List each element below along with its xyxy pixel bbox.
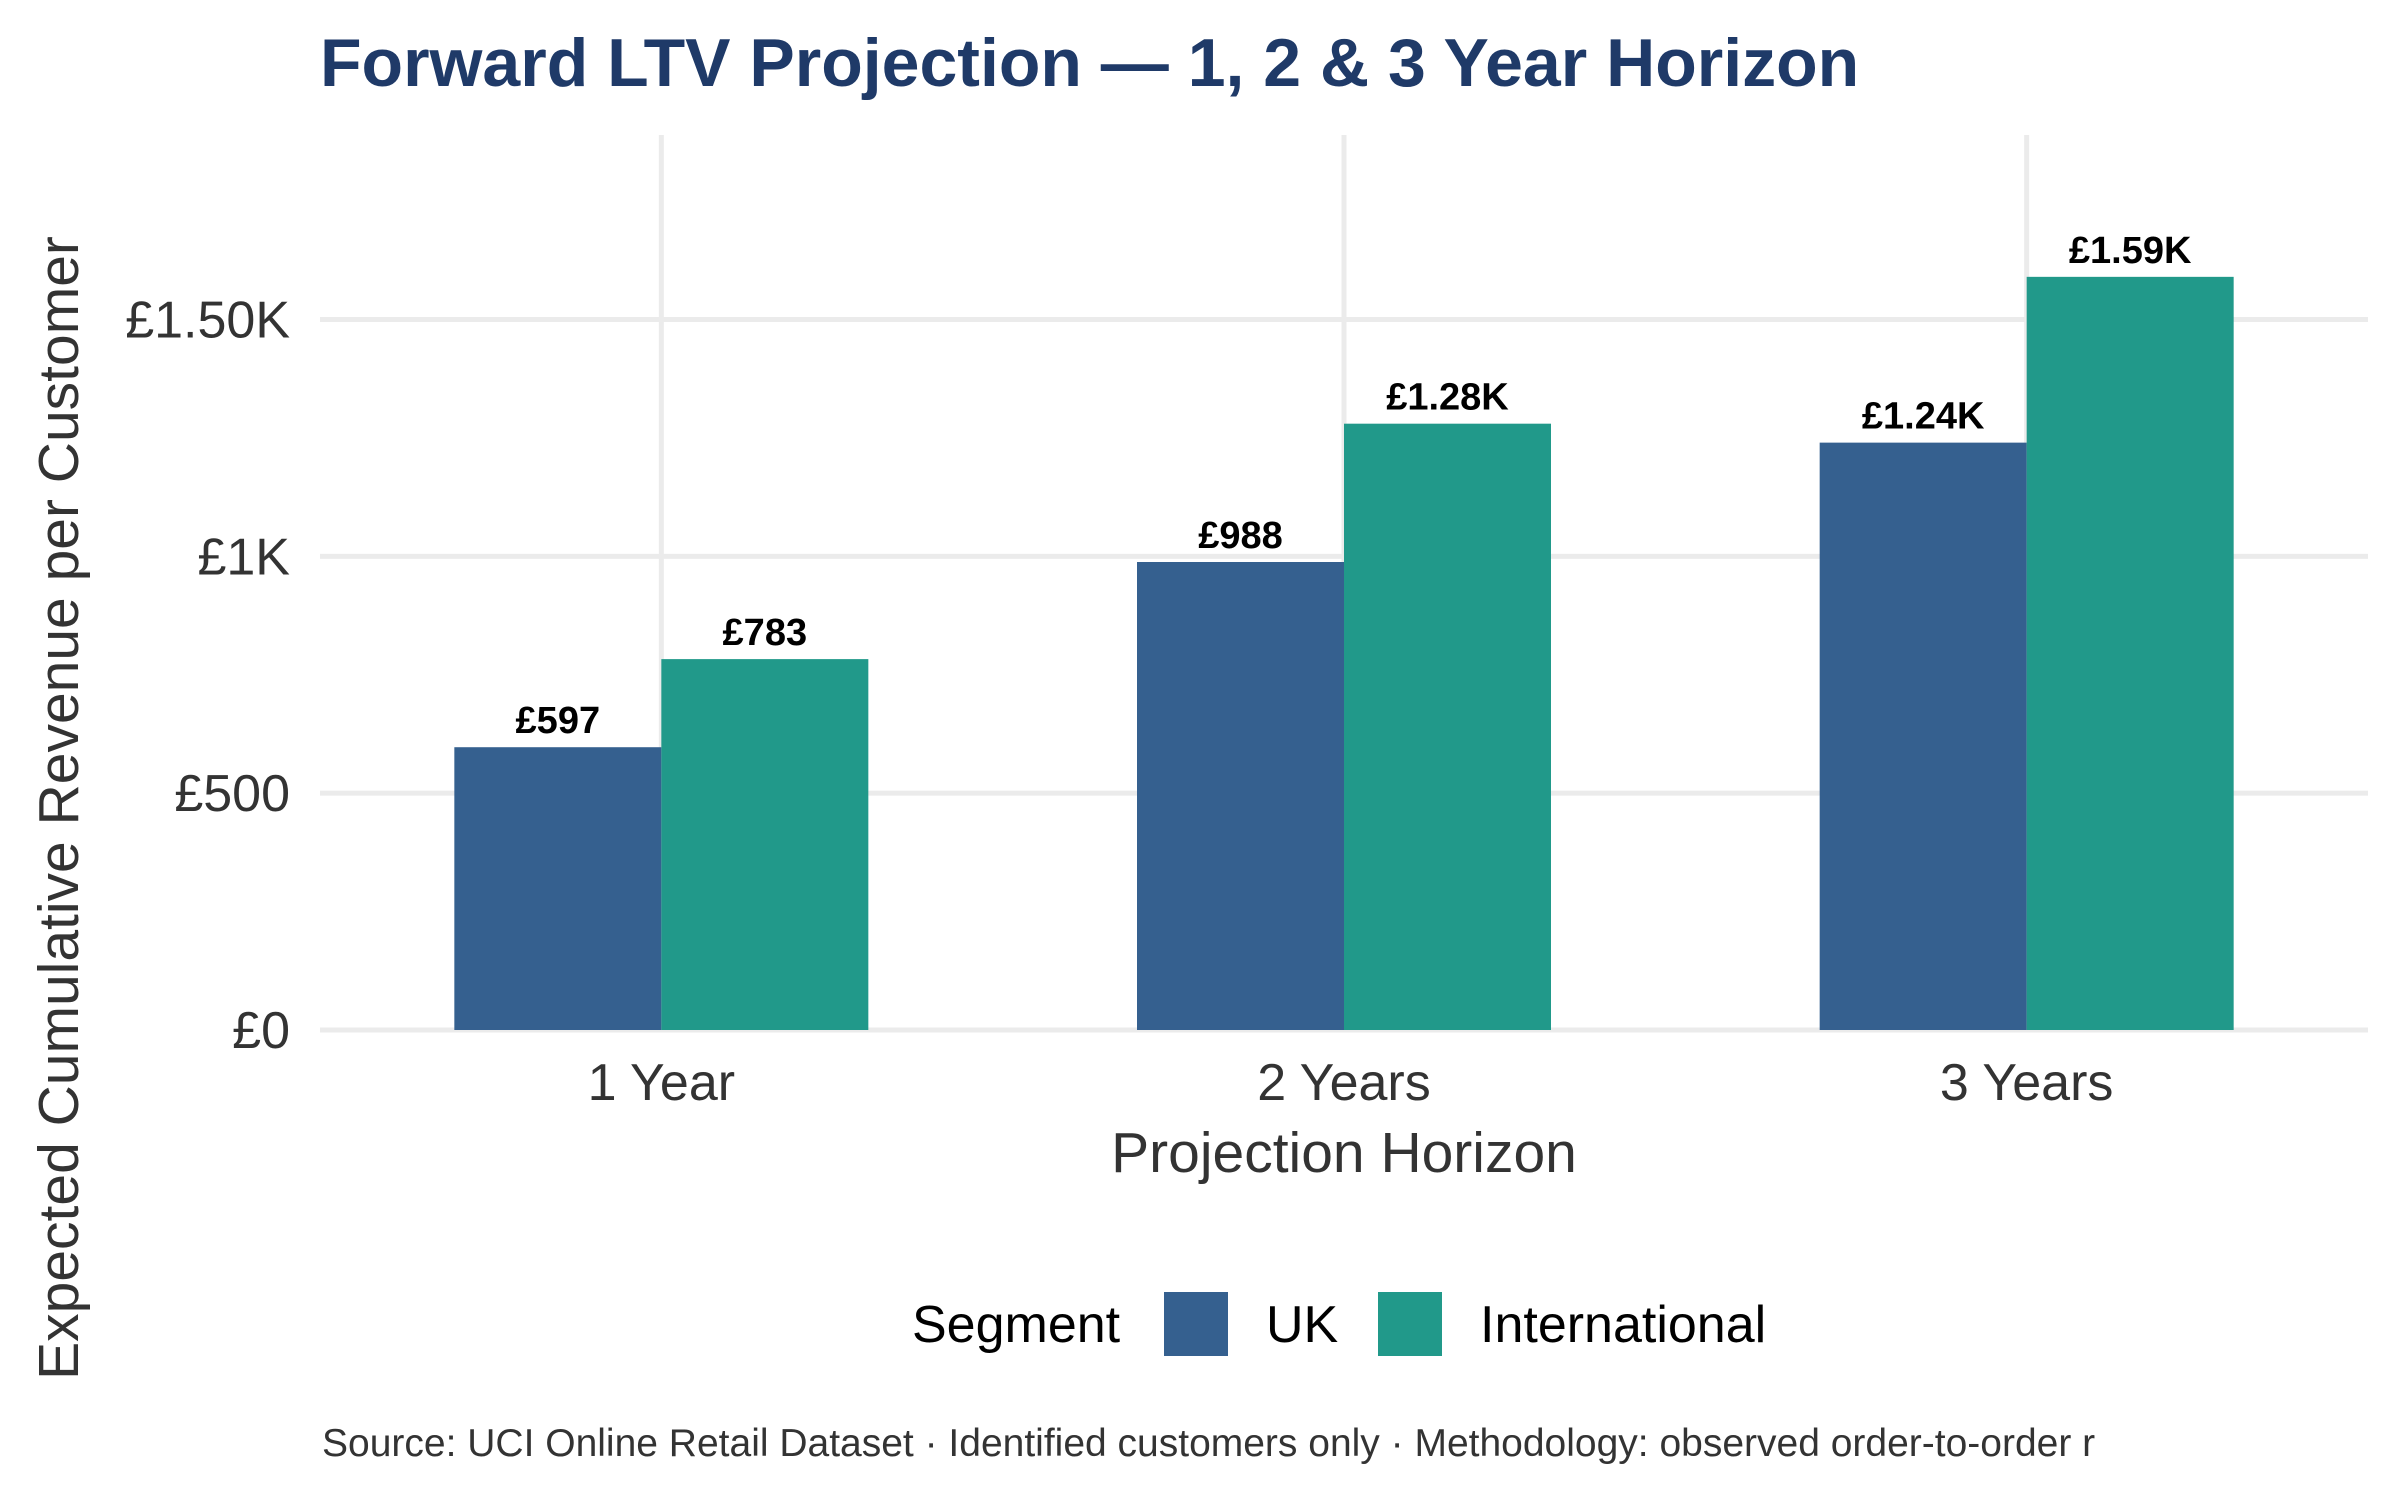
bar-international [661,659,869,1030]
y-tick-label: £0 [232,1002,290,1060]
bar-uk [1137,562,1344,1030]
source-caption: Source: UCI Online Retail Dataset · Iden… [322,1422,2095,1465]
x-axis-ticks: 1 Year 2 Years 3 Years [588,1054,2114,1112]
y-axis-ticks: £0 £500 £1K £1.50K [125,291,290,1060]
chart-title: Forward LTV Projection — 1, 2 & 3 Year H… [320,25,1859,101]
bar-value-label: £1.28K [1386,377,1509,419]
data-labels: £597 £988 £1.24K £783 £1.28K £1.59K [516,230,2192,742]
legend-label-international: International [1480,1296,1766,1354]
bar-value-label: £988 [1198,515,1283,557]
x-tick-label: 3 Years [1940,1054,2114,1112]
bar-uk [1819,442,2027,1030]
bar-international [2026,276,2234,1030]
y-tick-label: £1.50K [125,291,290,349]
x-tick-label: 2 Years [1257,1054,1431,1112]
legend-swatch-uk [1164,1292,1228,1356]
y-tick-label: £1K [197,528,290,586]
legend-swatch-international [1378,1292,1442,1356]
bar-uk [454,747,662,1030]
y-tick-label: £500 [174,765,290,823]
y-axis-title: Expected Cumulative Revenue per Customer [27,236,91,1380]
legend-label-uk: UK [1266,1296,1339,1354]
bar-value-label: £1.59K [2069,230,2192,272]
legend-title: Segment [912,1296,1121,1354]
bar-value-label: £597 [516,700,601,742]
legend: Segment UK International [912,1292,1766,1356]
x-tick-label: 1 Year [588,1054,736,1112]
bars-layer [454,276,2234,1030]
bar-value-label: £783 [723,612,808,654]
bar-international [1344,423,1551,1030]
bar-value-label: £1.24K [1862,396,1985,438]
x-axis-title: Projection Horizon [1111,1121,1577,1185]
